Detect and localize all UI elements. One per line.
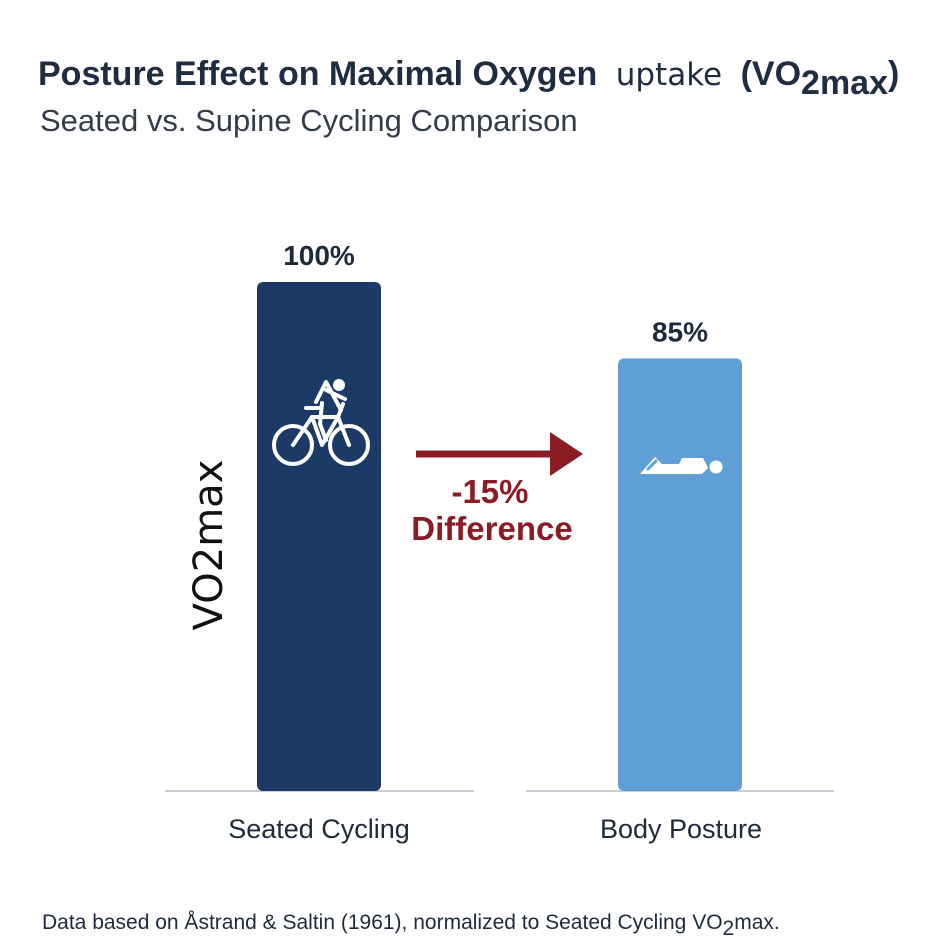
difference-label: Difference bbox=[411, 510, 572, 547]
category-label-body-posture: Body Posture bbox=[600, 814, 762, 844]
value-label-seated-cycling: 100% bbox=[283, 240, 355, 271]
footnote: Data based on Åstrand & Saltin (1961), n… bbox=[42, 911, 780, 940]
title-part-3: (VO bbox=[741, 55, 801, 93]
title-part-4: ) bbox=[888, 55, 899, 93]
lying-person-icon bbox=[640, 457, 723, 474]
category-label-seated-cycling: Seated Cycling bbox=[228, 814, 410, 844]
y-axis-label: VO2max bbox=[186, 460, 232, 631]
title-part-1: Posture Effect on Maximal Oxygen bbox=[38, 55, 597, 93]
value-label-body-posture: 85% bbox=[652, 316, 708, 347]
footnote-text: Data based on Åstrand & Saltin (1961), n… bbox=[42, 911, 723, 934]
bar-body-posture bbox=[618, 358, 742, 791]
bar-seated-cycling bbox=[257, 282, 381, 791]
footnote-suffix: max. bbox=[734, 911, 780, 934]
footnote-subscript: 2 bbox=[723, 917, 735, 940]
cyclist-icon bbox=[272, 379, 370, 466]
title-subscript: 2max bbox=[801, 64, 888, 102]
title-part-2: uptake bbox=[616, 57, 722, 93]
chart-title: Posture Effect on Maximal Oxygen uptake … bbox=[38, 55, 899, 102]
difference-arrow bbox=[416, 432, 583, 476]
chart-subtitle: Seated vs. Supine Cycling Comparison bbox=[40, 103, 578, 138]
difference-value: -15% bbox=[451, 473, 528, 510]
